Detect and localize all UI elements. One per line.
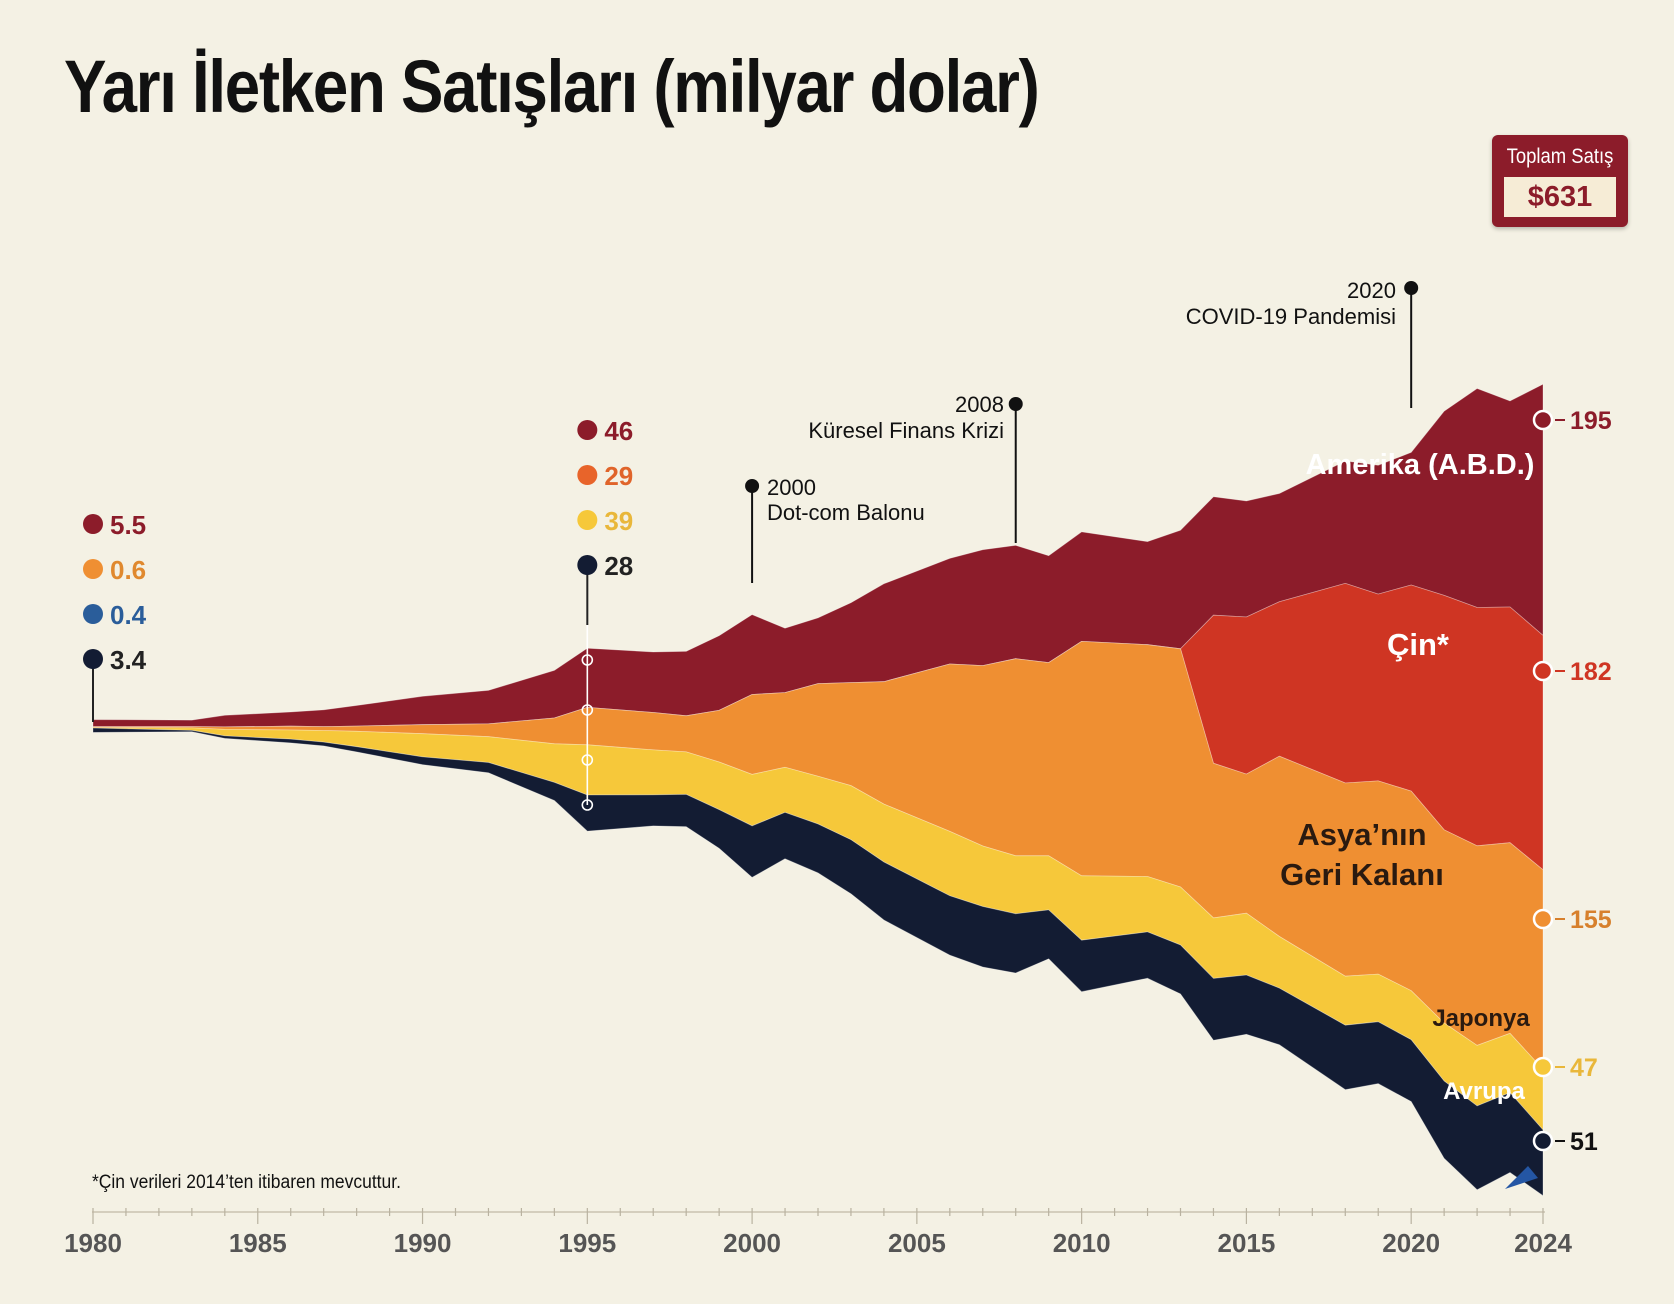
annotation-2020-label: COVID-19 Pandemisi (1186, 304, 1396, 329)
callout-1995-value: 39 (604, 506, 633, 536)
total-sales-value: $631 (1504, 177, 1616, 217)
annotation-2008-year: 2008 (955, 392, 1004, 417)
series-label-asya-line1: Asya’nın (1297, 817, 1426, 852)
end-value-avrupa: 51 (1570, 1128, 1598, 1156)
end-arrow-icon (1505, 1166, 1538, 1189)
x-tick-label: 1985 (229, 1228, 287, 1258)
callout-1980-value: 3.4 (110, 645, 147, 675)
x-tick-label: 2010 (1053, 1228, 1111, 1258)
annotation-2000-year: 2000 (767, 475, 816, 500)
callout-1995-value: 28 (604, 551, 633, 581)
series-label-japonya: Japonya (1432, 1005, 1530, 1032)
annotation-2008-label: Küresel Finans Krizi (808, 418, 1004, 443)
annotation-2020-dot (1404, 281, 1419, 295)
callout-1995-dot (577, 465, 598, 485)
series-label-avrupa: Avrupa (1443, 1078, 1525, 1105)
x-tick-label: 1980 (64, 1228, 122, 1258)
x-tick-label: 2015 (1217, 1228, 1275, 1258)
end-marker-avrupa (1532, 1130, 1554, 1152)
callout-1980-dot (83, 514, 103, 534)
end-marker-asya (1532, 908, 1554, 930)
area-avrupa (92, 727, 1544, 1197)
callout-1980-value: 0.4 (110, 600, 147, 630)
x-tick-label: 2024 (1514, 1228, 1572, 1258)
end-value-asya: 155 (1570, 906, 1612, 934)
total-sales-label: Toplam Satış (1506, 145, 1614, 168)
x-tick-label: 2000 (723, 1228, 781, 1258)
callout-1995-ring (581, 704, 594, 716)
callout-1995-value: 46 (604, 416, 633, 446)
total-sales-badge: Toplam Satış $631 (1492, 135, 1628, 227)
callout-1980-dot (83, 649, 103, 669)
callout-1995-ring (581, 754, 594, 766)
annotation-2008-dot (1008, 397, 1023, 411)
callout-1995-dot (577, 420, 598, 440)
x-tick-label: 2005 (888, 1228, 946, 1258)
series-label-cin: Çin* (1387, 627, 1450, 662)
callout-1995-dot (577, 555, 598, 575)
annotation-2000-label: Dot-com Balonu (767, 500, 925, 525)
series-label-asya-line2: Geri Kalanı (1280, 857, 1444, 892)
area-cin (92, 582, 1544, 871)
callout-1980-value: 5.5 (110, 510, 146, 540)
annotation-2000-dot (745, 479, 760, 493)
x-tick-label: 1990 (394, 1228, 452, 1258)
end-marker-cin (1532, 660, 1554, 682)
end-marker-japonya (1532, 1056, 1554, 1078)
callout-1980-value: 0.6 (110, 555, 146, 585)
x-tick-label: 2020 (1382, 1228, 1440, 1258)
footnote: *Çin verileri 2014’ten itibaren mevcuttu… (92, 1172, 401, 1193)
callout-1995-value: 29 (604, 461, 633, 491)
annotation-2020-year: 2020 (1347, 278, 1396, 303)
callout-1980-dot (83, 559, 103, 579)
callout-1995-dot (577, 510, 598, 530)
x-tick-label: 1995 (558, 1228, 616, 1258)
callout-1980-dot (83, 604, 103, 624)
chart-title: Yarı İletken Satışları (milyar dolar) (64, 45, 1040, 128)
series-label-amerika: Amerika (A.B.D.) (1306, 449, 1535, 481)
callout-1995-ring (581, 799, 594, 811)
callout-1995-ring (581, 654, 594, 666)
end-value-amerika: 195 (1570, 407, 1612, 435)
end-value-japonya: 47 (1570, 1054, 1598, 1082)
end-marker-amerika (1532, 409, 1554, 431)
end-value-cin: 182 (1570, 658, 1612, 686)
